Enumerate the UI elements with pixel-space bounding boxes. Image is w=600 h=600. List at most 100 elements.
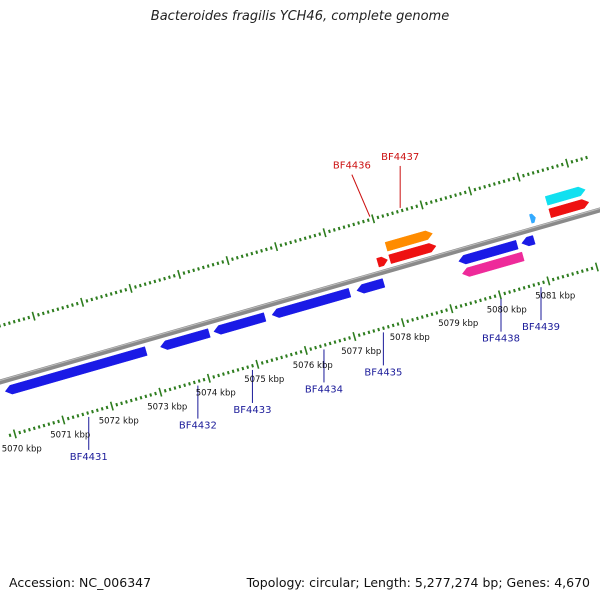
gene-feature (271, 287, 352, 318)
minor-tick (347, 223, 351, 228)
minor-tick (153, 279, 157, 284)
minor-tick (459, 191, 462, 196)
major-tick (322, 228, 327, 238)
minor-tick (444, 196, 448, 200)
gene-feature (160, 328, 211, 350)
minor-tick (197, 267, 200, 271)
major-tick (128, 283, 133, 293)
minor-tick (507, 178, 511, 182)
minor-tick (469, 301, 473, 305)
minor-tick (120, 401, 123, 406)
minor-tick (376, 215, 380, 220)
gene-feature (356, 278, 386, 294)
minor-tick (197, 379, 201, 383)
major-tick (352, 331, 357, 342)
minor-tick (440, 309, 444, 314)
gene-label: BF4433 (233, 405, 271, 416)
minor-tick (537, 281, 541, 286)
minor-tick (483, 185, 487, 189)
minor-tick (343, 337, 347, 342)
major-tick (109, 401, 114, 411)
minor-tick (400, 208, 404, 213)
gene-features (4, 186, 590, 395)
minor-tick (391, 323, 395, 328)
minor-tick (445, 308, 448, 312)
minor-tick (217, 373, 220, 378)
minor-tick (497, 180, 501, 185)
minor-tick (415, 204, 419, 209)
minor-tick (357, 221, 360, 225)
gene-feature (461, 251, 525, 277)
gene-feature (213, 312, 267, 335)
minor-tick (391, 211, 394, 216)
minor-tick (434, 198, 438, 203)
minor-tick (425, 313, 429, 318)
minor-tick (91, 409, 94, 414)
minor-tick (479, 298, 482, 303)
gene-feature (548, 199, 590, 219)
minor-tick (536, 169, 540, 174)
minor-tick (410, 205, 414, 210)
gene-label: BF4437 (381, 152, 419, 163)
major-tick (206, 373, 211, 383)
gene-label: BF4432 (179, 421, 217, 432)
minor-tick (23, 429, 26, 433)
minor-tick (212, 375, 216, 379)
minor-tick (377, 327, 381, 332)
minor-tick (362, 219, 365, 224)
minor-tick (255, 250, 259, 255)
minor-tick (52, 420, 56, 425)
minor-tick (411, 318, 414, 322)
major-tick (31, 311, 36, 321)
minor-tick (294, 351, 298, 356)
minor-tick (260, 361, 264, 365)
major-tick (497, 290, 502, 300)
scale-label: 5078 kbp (390, 333, 430, 343)
minor-tick (328, 229, 331, 234)
label-leader-lines (88, 165, 542, 450)
minor-tick (90, 297, 94, 302)
scale-label: 5071 kbp (50, 430, 90, 440)
minor-tick (551, 277, 555, 282)
minor-tick (416, 316, 419, 321)
minor-tick (222, 372, 225, 376)
scale-label: 5077 kbp (341, 347, 381, 357)
minor-tick (289, 240, 293, 245)
gene-label: BF4436 (333, 161, 371, 172)
minor-tick (138, 283, 142, 288)
upper-tick-track (0, 155, 588, 328)
minor-tick (100, 407, 104, 411)
minor-tick (333, 340, 337, 344)
minor-tick (590, 266, 594, 271)
minor-tick (570, 159, 574, 164)
minor-tick (294, 239, 297, 243)
minor-tick (560, 162, 564, 167)
minor-tick (386, 212, 390, 217)
minor-tick (308, 235, 312, 239)
minor-tick (303, 236, 307, 241)
minor-tick (37, 425, 41, 429)
minor-tick (37, 312, 40, 317)
minor-tick (95, 296, 99, 300)
gene-feature (458, 239, 519, 265)
minor-tick (245, 253, 249, 257)
minor-tick (124, 287, 128, 292)
minor-tick (231, 369, 235, 374)
minor-tick (420, 315, 424, 319)
minor-tick (269, 246, 273, 250)
minor-tick (221, 260, 225, 264)
accession-text: Accession: NC_006347 (9, 575, 152, 590)
minor-tick (241, 366, 245, 371)
minor-tick (188, 382, 191, 386)
minor-tick (235, 255, 239, 260)
major-tick (12, 429, 17, 439)
minor-tick (85, 299, 89, 303)
minor-tick (46, 310, 50, 314)
minor-tick (86, 411, 90, 415)
minor-tick (7, 321, 11, 325)
minor-tick (280, 355, 284, 360)
gene-feature (4, 346, 148, 395)
major-tick (371, 214, 376, 224)
minor-tick (71, 415, 75, 420)
minor-tick (202, 377, 206, 382)
